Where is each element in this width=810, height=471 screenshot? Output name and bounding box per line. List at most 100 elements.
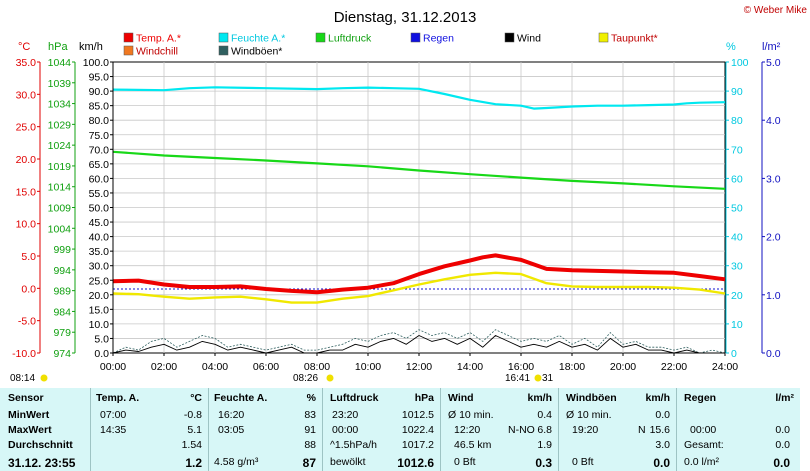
tick-label-rain_lm2: 2.0 bbox=[766, 232, 781, 244]
copyright-text: © Weber Mike bbox=[744, 5, 808, 16]
tick-label-pressure_hpa: 1034 bbox=[48, 99, 72, 111]
rain-max-time: 00:00 bbox=[690, 424, 717, 436]
legend-label: Luftdruck bbox=[328, 33, 372, 45]
tick-label-pressure_hpa: 1019 bbox=[48, 161, 72, 173]
tick-label-wind_kmh: 40.0 bbox=[89, 232, 110, 244]
pressure-unit: hPa bbox=[414, 392, 434, 404]
tick-label-wind_kmh: 15.0 bbox=[89, 304, 110, 316]
humidity-max-time: 03:05 bbox=[218, 424, 245, 436]
gusts-max-direction: N bbox=[638, 424, 646, 436]
legend-swatch bbox=[218, 45, 229, 56]
tick-label-pressure_hpa: 1014 bbox=[48, 182, 72, 194]
tick-label-temp_c: 30.0 bbox=[16, 89, 37, 101]
tick-label-pressure_hpa: 984 bbox=[53, 306, 71, 318]
tick-label-temp_c: 35.0 bbox=[16, 57, 37, 69]
series-line-taupunkt bbox=[112, 271, 726, 304]
x-tick-label: 08:00 bbox=[304, 361, 330, 373]
legend-label: Taupunkt* bbox=[611, 33, 658, 45]
tick-label-pressure_hpa: 999 bbox=[53, 244, 71, 256]
x-tick-label: 06:00 bbox=[253, 361, 279, 373]
humidity-column: Feuchte A. % 16:20 83 03:05 91 88 4.58 g… bbox=[208, 388, 322, 471]
temp-unit-label: °C bbox=[18, 41, 30, 53]
tick-label-rain_lm2: 4.0 bbox=[766, 115, 781, 127]
column-divider bbox=[440, 388, 441, 471]
tick-label-rain_lm2: 5.0 bbox=[766, 57, 781, 69]
tick-label-pressure_hpa: 994 bbox=[53, 265, 71, 277]
rain-unit: l/m² bbox=[775, 392, 794, 404]
humidity-head: Feuchte A. bbox=[214, 392, 268, 404]
rain-head: Regen bbox=[684, 392, 717, 404]
humidity-unit-label: % bbox=[726, 41, 736, 53]
row-label-column: Sensor MinWert MaxWert Durchschnitt 31.1… bbox=[0, 388, 90, 471]
x-tick-label: 12:00 bbox=[406, 361, 432, 373]
temp-head: Temp. A. bbox=[96, 392, 140, 404]
tick-label-temp_c: -10.0 bbox=[12, 348, 36, 360]
legend-swatch bbox=[315, 32, 326, 43]
tick-label-pressure_hpa: 989 bbox=[53, 286, 71, 298]
row-label-sensor: Sensor bbox=[8, 392, 44, 404]
tick-label-wind_kmh: 35.0 bbox=[89, 246, 110, 258]
annotation-mid-time: 08:26 bbox=[293, 373, 318, 384]
tick-label-wind_kmh: 60.0 bbox=[89, 173, 110, 185]
x-tick-label: 24:00 bbox=[712, 361, 738, 373]
wind-run: 46.5 km bbox=[454, 439, 492, 451]
legend-swatch bbox=[598, 32, 609, 43]
wind-avg-label: Ø 10 min. bbox=[448, 409, 494, 421]
wind-max-direction: N-NO bbox=[508, 424, 535, 436]
tick-label-wind_kmh: 80.0 bbox=[89, 115, 110, 127]
wind-avg: 0.4 bbox=[537, 409, 552, 421]
legend-label: Windböen* bbox=[231, 46, 282, 58]
tick-label-pressure_hpa: 1029 bbox=[48, 119, 72, 131]
gusts-max-time: 19:20 bbox=[572, 424, 599, 436]
temp-column: Temp. A. °C 07:00 -0.8 14:35 5.1 1.54 1.… bbox=[90, 388, 208, 471]
row-label-max: MaxWert bbox=[8, 424, 52, 436]
temp-avg: 1.54 bbox=[181, 439, 202, 451]
tick-label-wind_kmh: 5.0 bbox=[94, 333, 109, 345]
tick-label-pressure_hpa: 1039 bbox=[48, 78, 72, 90]
tick-label-temp_c: 20.0 bbox=[16, 154, 37, 166]
pressure-column: Luftdruck hPa 23:20 1012.5 00:00 1022.4 … bbox=[322, 388, 440, 471]
wind-current: 0.3 bbox=[535, 456, 552, 470]
tick-label-humidity_pct: 80 bbox=[731, 115, 743, 127]
annotation-left-time: 08:14 bbox=[10, 373, 35, 384]
tick-label-temp_c: 15.0 bbox=[16, 186, 37, 198]
legend-label: Feuchte A.* bbox=[231, 33, 285, 45]
humidity-avg: 88 bbox=[304, 439, 316, 451]
x-tick-label: 22:00 bbox=[661, 361, 687, 373]
temp-max: 5.1 bbox=[187, 424, 202, 436]
tick-label-pressure_hpa: 1004 bbox=[48, 223, 72, 235]
tick-label-wind_kmh: 30.0 bbox=[89, 261, 110, 273]
temp-current: 1.2 bbox=[185, 456, 202, 470]
row-label-avg: Durchschnitt bbox=[8, 439, 73, 451]
tick-label-rain_lm2: 1.0 bbox=[766, 290, 781, 302]
tick-label-humidity_pct: 40 bbox=[731, 232, 743, 244]
wind-max-time: 12:20 bbox=[454, 424, 481, 436]
pressure-head: Luftdruck bbox=[330, 392, 379, 404]
temp-unit: °C bbox=[190, 392, 202, 404]
tick-label-wind_kmh: 25.0 bbox=[89, 275, 110, 287]
row-label-min: MinWert bbox=[8, 409, 50, 421]
humidity-absolute: 4.58 g/m³ bbox=[214, 456, 259, 468]
tick-label-wind_kmh: 45.0 bbox=[89, 217, 110, 229]
column-divider bbox=[208, 388, 209, 471]
stats-table: Sensor MinWert MaxWert Durchschnitt 31.1… bbox=[0, 388, 800, 471]
tick-label-humidity_pct: 90 bbox=[731, 86, 743, 98]
humidity-max: 91 bbox=[304, 424, 316, 436]
tick-label-wind_kmh: 85.0 bbox=[89, 101, 110, 113]
tick-label-wind_kmh: 90.0 bbox=[89, 86, 110, 98]
legend-label: Temp. A.* bbox=[136, 33, 181, 45]
tick-label-pressure_hpa: 974 bbox=[53, 348, 71, 360]
tick-label-humidity_pct: 60 bbox=[731, 173, 743, 185]
tick-label-wind_kmh: 20.0 bbox=[89, 290, 110, 302]
pressure-current: 1012.6 bbox=[397, 456, 434, 470]
tick-label-temp_c: 5.0 bbox=[21, 251, 36, 263]
humidity-unit: % bbox=[306, 392, 316, 404]
tick-label-humidity_pct: 10 bbox=[731, 319, 743, 331]
tick-label-wind_kmh: 65.0 bbox=[89, 159, 110, 171]
pressure-forecast: bewölkt bbox=[330, 456, 366, 468]
pressure-min-time: 23:20 bbox=[332, 409, 359, 421]
tick-label-rain_lm2: 0.0 bbox=[766, 348, 781, 360]
pressure-min: 1012.5 bbox=[401, 409, 434, 421]
gusts-beaufort: 0 Bft bbox=[572, 456, 594, 468]
tick-label-humidity_pct: 50 bbox=[731, 203, 743, 215]
